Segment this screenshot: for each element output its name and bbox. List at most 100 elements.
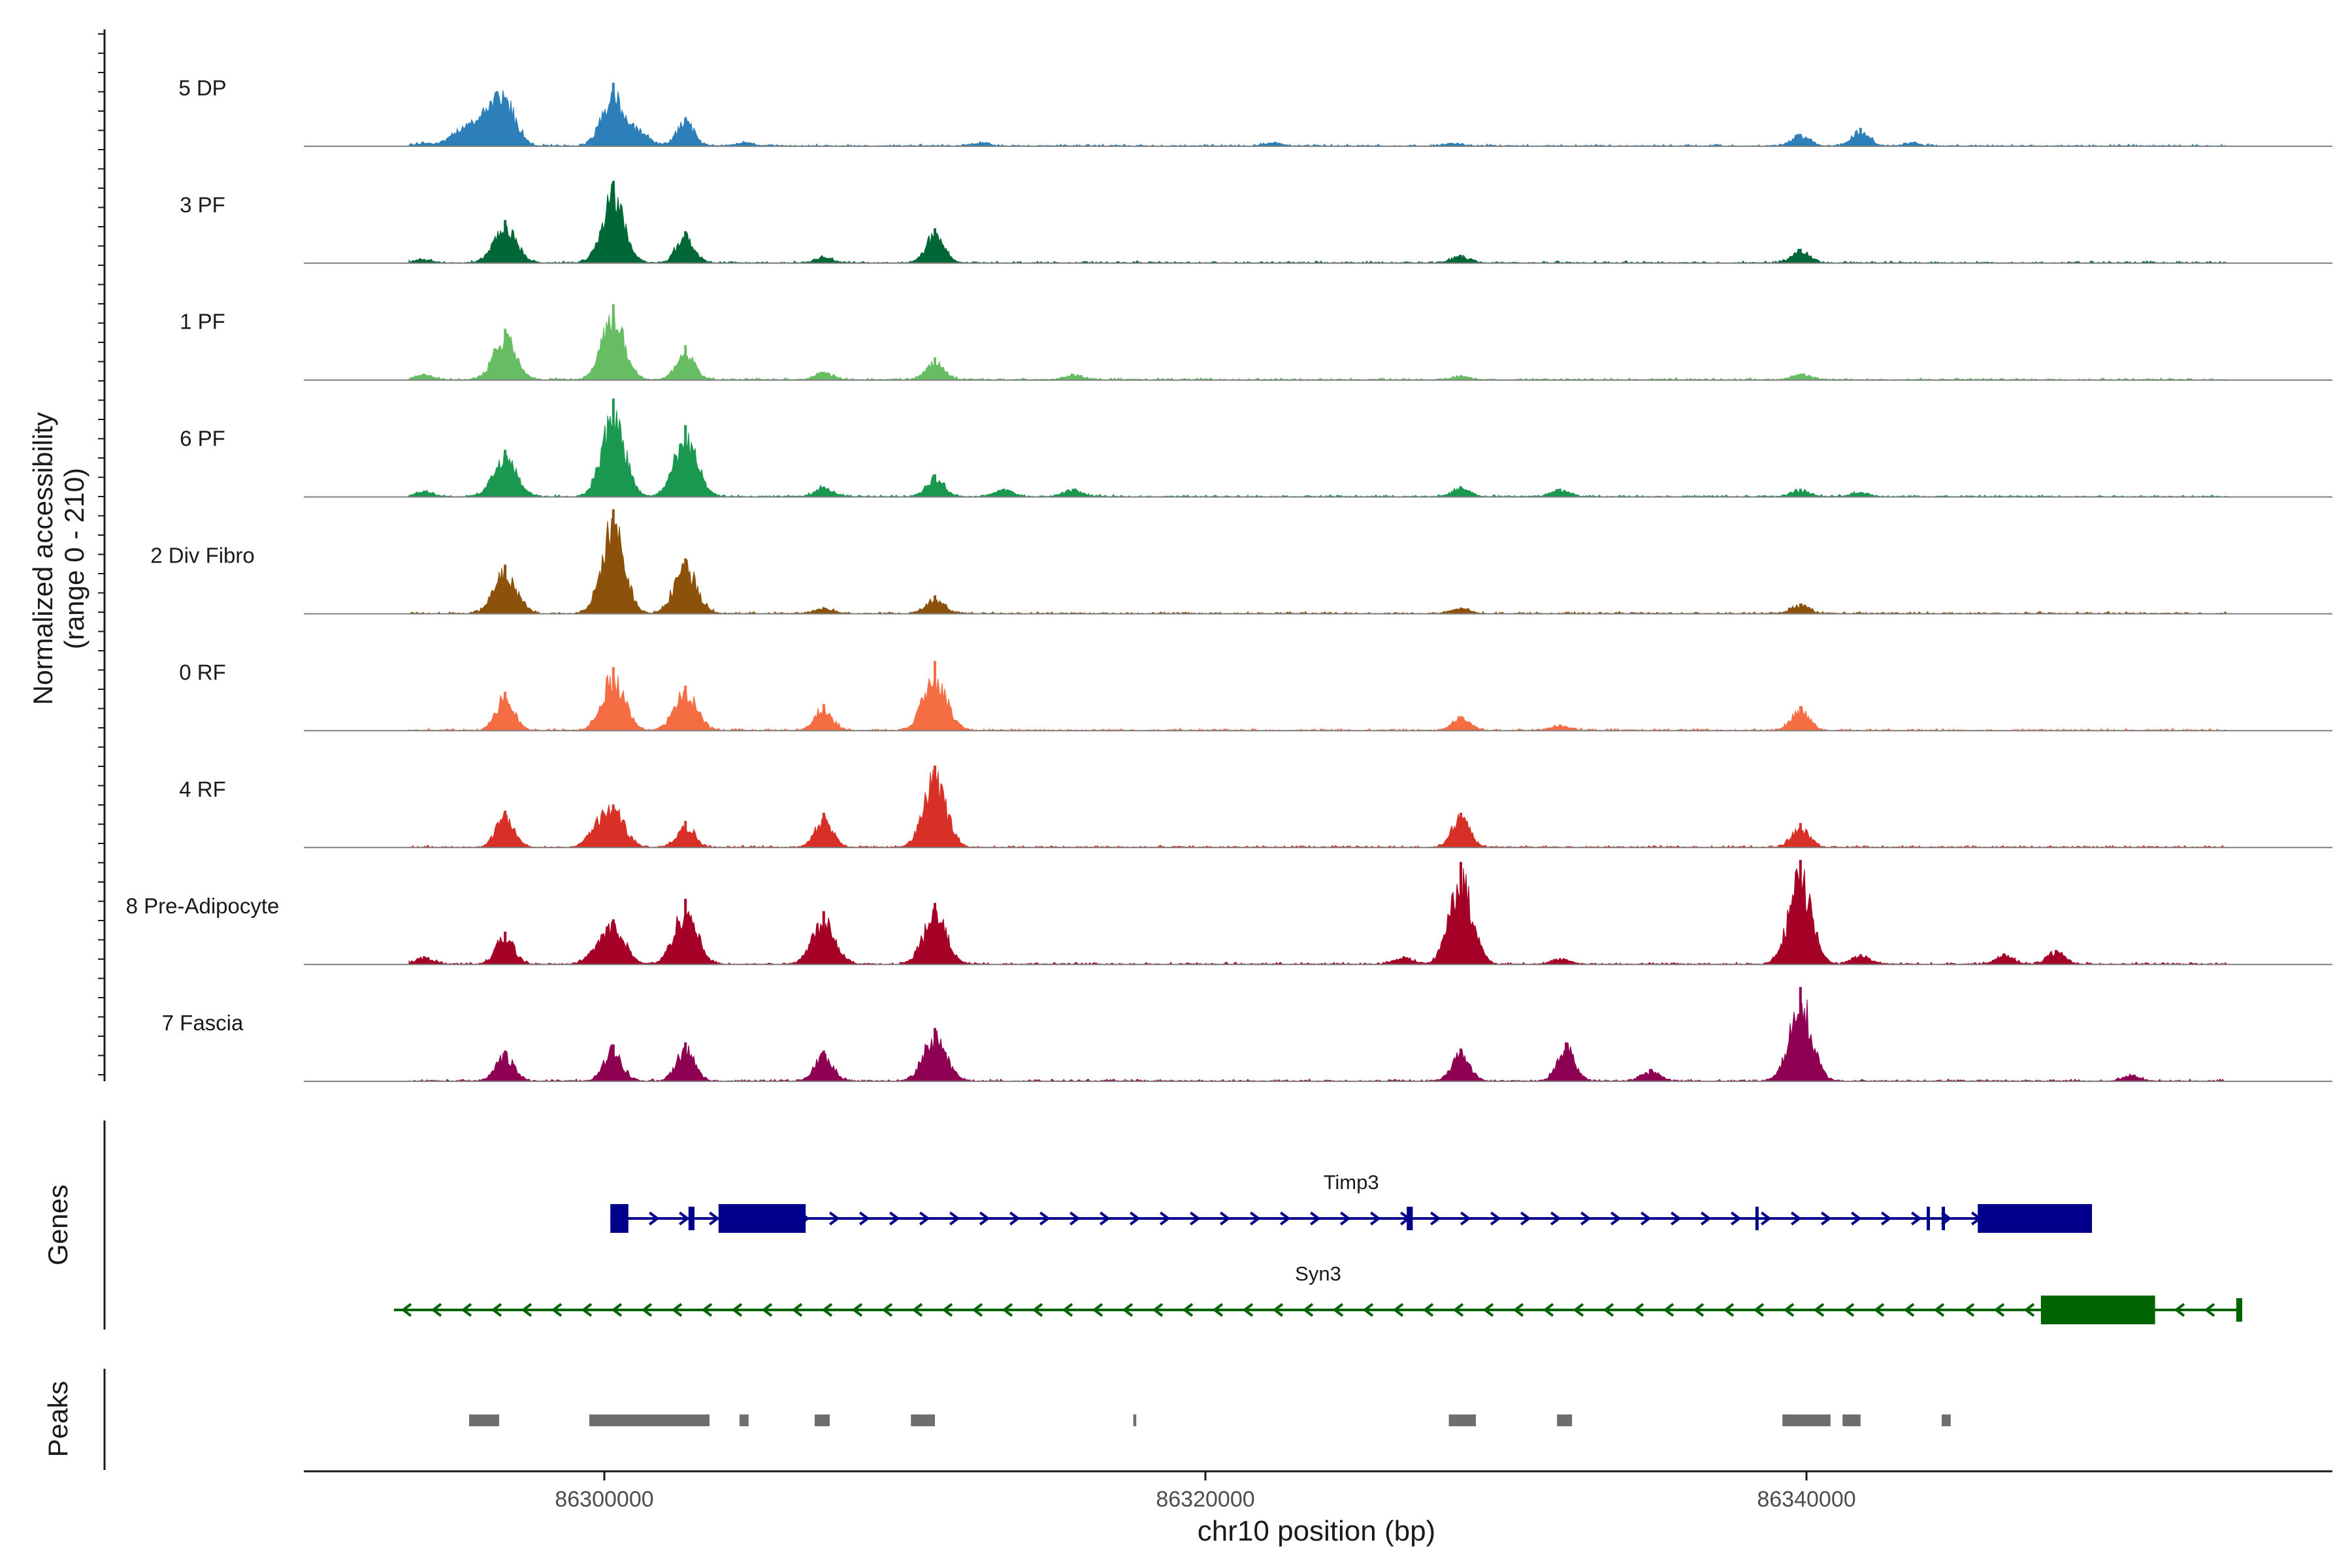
gene-strand-arrow-timp3 <box>1881 1211 1892 1226</box>
track-signal-4-rf <box>408 769 2228 849</box>
gene-strand-arrow-timp3 <box>1821 1211 1832 1226</box>
gene-strand-arrow-syn3 <box>1843 1303 1855 1317</box>
gene-exon-timp3-4 <box>1755 1207 1759 1230</box>
gene-strand-arrow-timp3 <box>1130 1211 1141 1226</box>
gene-strand-arrow-timp3 <box>1009 1211 1021 1226</box>
gene-strand-arrow-timp3 <box>1250 1211 1261 1226</box>
coverage-y-label-line1: Normalized accessibility <box>27 412 58 705</box>
gene-syn3: Syn3 <box>394 1262 2242 1324</box>
track-2-div-fibro: 2 Div Fibro <box>150 509 2332 615</box>
gene-strand-arrow-syn3 <box>1422 1303 1434 1317</box>
gene-strand-arrow-syn3 <box>701 1303 713 1317</box>
peak-region-2 <box>740 1414 749 1426</box>
track-label-2-div-fibro: 2 Div Fibro <box>150 544 255 568</box>
gene-strand-arrow-timp3 <box>1100 1211 1111 1226</box>
gene-strand-arrow-syn3 <box>581 1303 593 1317</box>
x-axis-title: chr10 position (bp) <box>1198 1515 1435 1547</box>
gene-strand-arrow-syn3 <box>1783 1303 1795 1317</box>
track-7-fascia: 7 Fascia <box>162 987 2332 1083</box>
gene-strand-arrow-syn3 <box>1873 1303 1885 1317</box>
axes: Normalized accessibility (range 0 - 210)… <box>27 29 2332 1547</box>
gene-strand-arrow-syn3 <box>2023 1303 2035 1317</box>
gene-strand-arrow-syn3 <box>1092 1303 1103 1317</box>
gene-strand-arrow-timp3 <box>949 1211 960 1226</box>
peak-region-4 <box>911 1414 935 1426</box>
gene-strand-arrow-syn3 <box>1272 1303 1284 1317</box>
gene-timp3: Timp3 <box>610 1171 2092 1233</box>
gene-strand-arrow-syn3 <box>400 1303 412 1317</box>
gene-strand-arrow-syn3 <box>1212 1303 1224 1317</box>
genes-panel-label: Genes <box>42 1184 73 1266</box>
gene-strand-arrow-syn3 <box>851 1303 863 1317</box>
gene-strand-arrow-timp3 <box>1911 1211 1922 1226</box>
gene-strand-arrow-syn3 <box>1603 1303 1614 1317</box>
gene-strand-arrow-syn3 <box>461 1303 472 1317</box>
gene-strand-arrow-timp3 <box>979 1211 990 1226</box>
gene-strand-arrow-syn3 <box>431 1303 442 1317</box>
gene-strand-arrow-syn3 <box>1482 1303 1494 1317</box>
gene-strand-arrow-syn3 <box>1903 1303 1915 1317</box>
gene-strand-arrow-syn3 <box>641 1303 653 1317</box>
gene-strand-arrow-syn3 <box>1182 1303 1194 1317</box>
gene-strand-arrow-timp3 <box>1791 1211 1802 1226</box>
peaks-panel-label: Peaks <box>42 1381 73 1458</box>
x-tick-label-0: 86300000 <box>555 1487 653 1512</box>
gene-exon-timp3-6 <box>1942 1207 1945 1230</box>
gene-exon-timp3-3 <box>1407 1207 1413 1230</box>
track-label-1-pf: 1 PF <box>180 310 225 334</box>
peak-region-8 <box>1782 1414 1831 1426</box>
gene-strand-arrow-timp3 <box>1190 1211 1201 1226</box>
track-signal-0-rf <box>408 674 2227 732</box>
gene-strand-arrow-timp3 <box>1070 1211 1081 1226</box>
gene-strand-arrow-syn3 <box>1332 1303 1344 1317</box>
peak-region-6 <box>1448 1414 1476 1426</box>
gene-strand-arrow-timp3 <box>1671 1211 1682 1226</box>
gene-strand-arrow-syn3 <box>1573 1303 1584 1317</box>
gene-strand-arrow-timp3 <box>1039 1211 1051 1226</box>
track-signal-8-pre-adipocyte <box>408 865 2229 965</box>
peak-region-1 <box>589 1414 710 1426</box>
gene-strand-arrow-syn3 <box>1152 1303 1164 1317</box>
gene-strand-arrow-syn3 <box>761 1303 773 1317</box>
gene-exon-timp3-5 <box>1927 1207 1930 1230</box>
peak-region-5 <box>1133 1414 1137 1426</box>
gene-strand-arrow-timp3 <box>1280 1211 1291 1226</box>
gene-exon-timp3-0 <box>610 1204 629 1233</box>
gene-label-syn3: Syn3 <box>1295 1262 1341 1285</box>
track-label-0-rf: 0 RF <box>179 660 226 684</box>
gene-strand-arrow-syn3 <box>1543 1303 1554 1317</box>
gene-strand-arrow-timp3 <box>679 1211 690 1226</box>
gene-strand-arrow-syn3 <box>1392 1303 1404 1317</box>
x-tick-label-2: 86340000 <box>1757 1487 1855 1512</box>
x-tick-label-1: 86320000 <box>1156 1487 1254 1512</box>
gene-strand-arrow-syn3 <box>1693 1303 1705 1317</box>
track-4-rf: 4 RF <box>179 765 2332 849</box>
gene-label-timp3: Timp3 <box>1324 1171 1379 1194</box>
track-label-7-fascia: 7 Fascia <box>162 1011 244 1035</box>
gene-strand-arrow-timp3 <box>859 1211 870 1226</box>
track-label-3-pf: 3 PF <box>180 193 225 217</box>
track-0-rf: 0 RF <box>179 660 2332 732</box>
gene-strand-arrow-syn3 <box>1753 1303 1765 1317</box>
gene-strand-arrow-syn3 <box>881 1303 893 1317</box>
gene-strand-arrow-timp3 <box>1430 1211 1441 1226</box>
gene-strand-arrow-syn3 <box>1362 1303 1374 1317</box>
gene-strand-arrow-syn3 <box>521 1303 532 1317</box>
gene-strand-arrow-timp3 <box>1550 1211 1561 1226</box>
gene-strand-arrow-timp3 <box>1310 1211 1321 1226</box>
gene-strand-arrow-syn3 <box>1122 1303 1134 1317</box>
gene-strand-arrow-timp3 <box>1370 1211 1381 1226</box>
gene-strand-arrow-syn3 <box>791 1303 803 1317</box>
gene-strand-arrow-syn3 <box>1933 1303 1945 1317</box>
gene-strand-arrow-syn3 <box>731 1303 743 1317</box>
gene-strand-arrow-timp3 <box>1490 1211 1501 1226</box>
gene-strand-arrow-syn3 <box>911 1303 923 1317</box>
peak-region-7 <box>1557 1414 1573 1426</box>
gene-strand-arrow-timp3 <box>1340 1211 1351 1226</box>
gene-strand-arrow-syn3 <box>972 1303 983 1317</box>
gene-strand-arrow-syn3 <box>941 1303 953 1317</box>
peaks-panel <box>469 1414 1951 1426</box>
gene-strand-arrow-syn3 <box>1723 1303 1735 1317</box>
peak-region-3 <box>815 1414 830 1426</box>
